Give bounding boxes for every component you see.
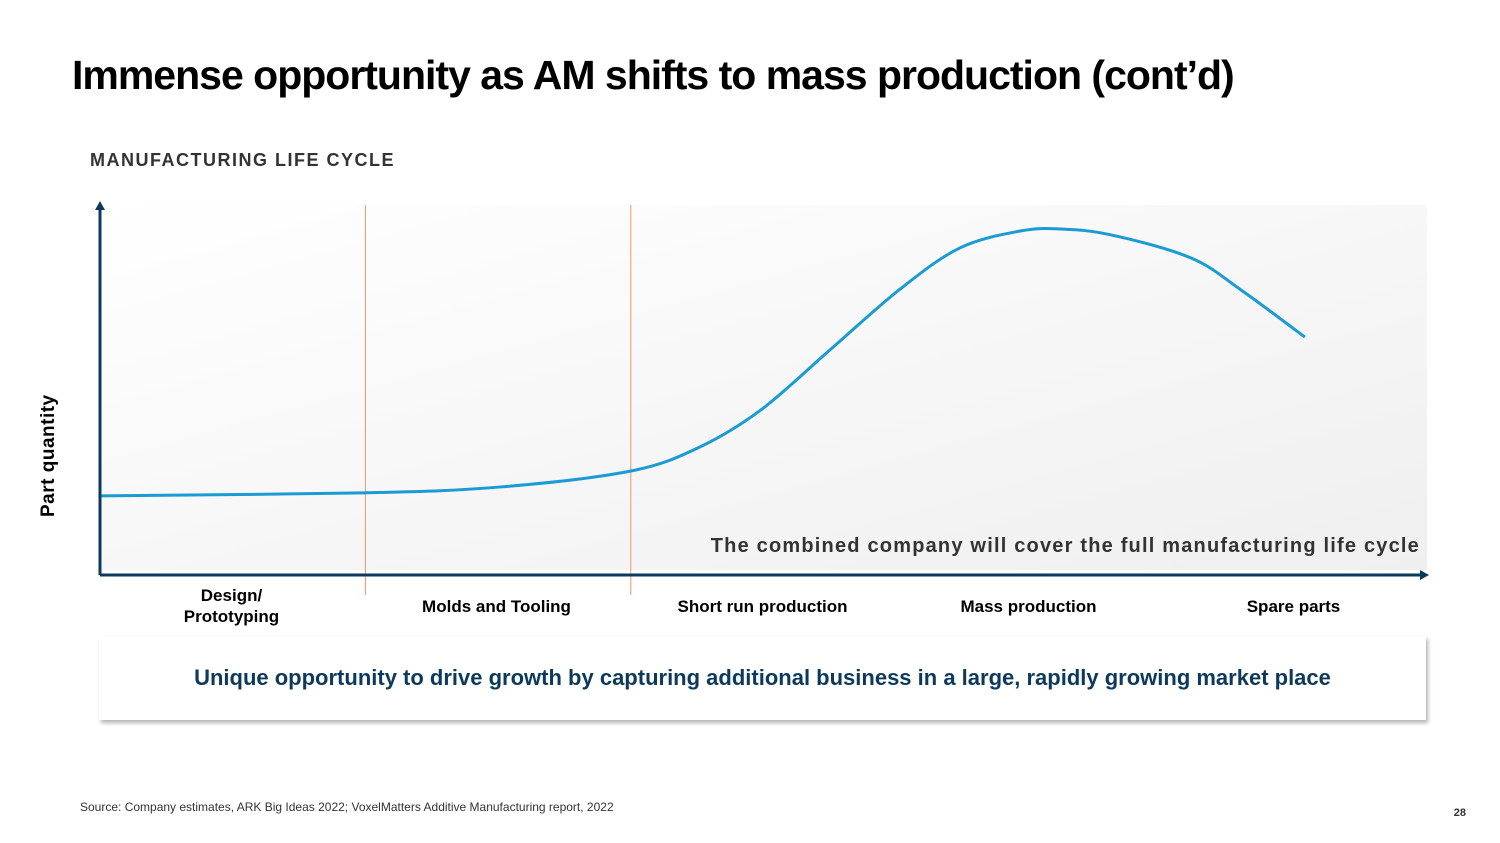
stage-label-spare-parts: Spare parts bbox=[1246, 596, 1341, 616]
stage-label-short-run: Short run production bbox=[677, 596, 848, 616]
plot-background bbox=[102, 205, 1427, 570]
stage-label-line: Design/ bbox=[200, 586, 263, 605]
stage-label-design-prototyping: Design/Prototyping bbox=[99, 585, 364, 627]
slide-title: Immense opportunity as AM shifts to mass… bbox=[72, 52, 1235, 98]
y-axis-arrow-icon bbox=[95, 201, 105, 210]
x-axis-arrow-icon bbox=[1420, 570, 1429, 580]
series-line-part-quantity bbox=[99, 227, 1306, 498]
stage-label-mass-production: Mass production bbox=[960, 596, 1097, 616]
chart-title: MANUFACTURING LIFE CYCLE bbox=[90, 150, 395, 170]
stage-label-molds-tooling: Molds and Tooling bbox=[422, 596, 571, 616]
stage-label-line: Prototyping bbox=[183, 607, 280, 626]
y-axis-label-text: Part quantity bbox=[38, 394, 59, 517]
page-number: 28 bbox=[1453, 807, 1466, 819]
chart-annotation: The combined company will cover the full… bbox=[710, 535, 1420, 557]
source-note: Source: Company estimates, ARK Big Ideas… bbox=[80, 800, 614, 814]
callout-box: Unique opportunity to drive growth by ca… bbox=[99, 636, 1426, 720]
